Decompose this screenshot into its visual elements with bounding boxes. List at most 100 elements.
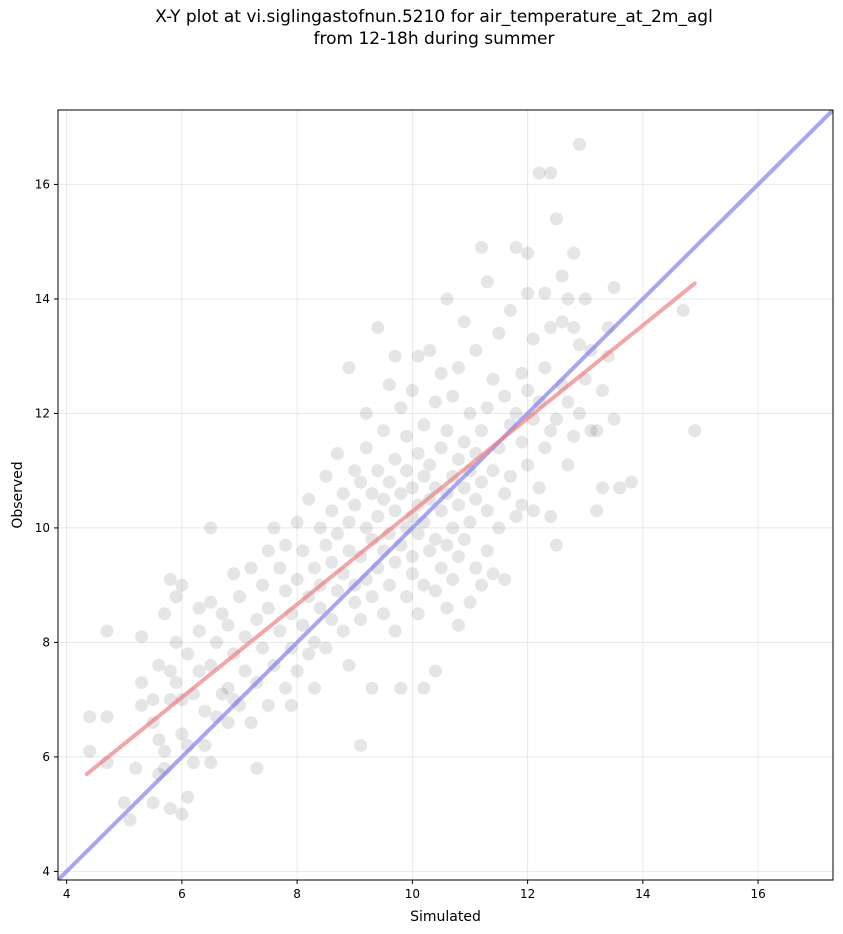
data-point [221, 681, 235, 695]
data-point [555, 315, 569, 329]
x-tick-label: 8 [293, 887, 301, 901]
data-point [405, 567, 419, 581]
data-point [417, 578, 431, 592]
data-point [567, 321, 581, 335]
data-point [215, 607, 229, 621]
data-point [169, 590, 183, 604]
data-point [469, 492, 483, 506]
x-tick-label: 4 [63, 887, 71, 901]
data-point [261, 544, 275, 558]
data-point [377, 492, 391, 506]
data-point [486, 464, 500, 478]
data-point [475, 424, 489, 438]
data-point [163, 664, 177, 678]
data-point [434, 366, 448, 380]
data-point [273, 624, 287, 638]
data-point [440, 292, 454, 306]
data-point [371, 509, 385, 523]
data-point [411, 527, 425, 541]
data-point [273, 561, 287, 575]
data-point [544, 424, 558, 438]
data-point [492, 326, 506, 340]
data-point [365, 487, 379, 501]
data-point [307, 681, 321, 695]
data-point [146, 693, 160, 707]
data-point [532, 166, 546, 180]
data-point [538, 361, 552, 375]
data-point [204, 756, 218, 770]
data-point [388, 504, 402, 518]
data-point [688, 424, 702, 438]
data-point [486, 567, 500, 581]
data-point [169, 635, 183, 649]
data-point [152, 733, 166, 747]
data-point [475, 475, 489, 489]
data-point [348, 464, 362, 478]
data-point [405, 481, 419, 495]
data-point [400, 429, 414, 443]
data-point [135, 698, 149, 712]
data-point [365, 681, 379, 695]
y-axis-label: Observed [10, 461, 26, 528]
chart-title-line-1: X-Y plot at vi.siglingastofnun.5210 for … [155, 7, 713, 27]
data-point [428, 532, 442, 546]
data-point [549, 538, 563, 552]
data-point [175, 578, 189, 592]
data-point [423, 458, 437, 472]
data-point [342, 515, 356, 529]
data-point [451, 452, 465, 466]
data-point [521, 286, 535, 300]
data-point [469, 343, 483, 357]
data-point [676, 303, 690, 317]
data-point [330, 527, 344, 541]
data-point [405, 384, 419, 398]
data-point [388, 349, 402, 363]
data-point [359, 521, 373, 535]
data-point [480, 544, 494, 558]
data-point [279, 584, 293, 598]
data-point [451, 498, 465, 512]
x-tick-label: 12 [520, 887, 535, 901]
y-tick-label: 10 [35, 521, 50, 535]
data-point [584, 424, 598, 438]
data-point [377, 424, 391, 438]
data-point [446, 521, 460, 535]
data-point [371, 321, 385, 335]
data-point [192, 664, 206, 678]
x-tick-label: 14 [635, 887, 650, 901]
y-tick-label: 4 [42, 864, 50, 878]
data-point [83, 710, 97, 724]
data-point [302, 647, 316, 661]
data-point [521, 246, 535, 260]
data-point [158, 744, 172, 758]
data-point [359, 406, 373, 420]
data-point [457, 435, 471, 449]
y-tick-label: 12 [35, 406, 50, 420]
data-point [596, 481, 610, 495]
data-point [549, 412, 563, 426]
chart-title: X-Y plot at vi.siglingastofnun.5210 for … [0, 6, 843, 50]
data-point [388, 555, 402, 569]
data-point [607, 280, 621, 294]
data-point [509, 240, 523, 254]
data-point [117, 796, 131, 810]
data-point [434, 441, 448, 455]
data-point [463, 595, 477, 609]
data-point [175, 727, 189, 741]
data-point [451, 550, 465, 564]
data-point [100, 624, 114, 638]
data-point [411, 446, 425, 460]
data-point [567, 429, 581, 443]
data-point [503, 469, 517, 483]
regression-line [84, 281, 697, 777]
data-point [377, 607, 391, 621]
x-axis-label: Simulated [410, 909, 481, 925]
data-point [135, 630, 149, 644]
chart-title-line-2: from 12-18h during summer [313, 29, 555, 49]
data-point [532, 481, 546, 495]
data-point [250, 761, 264, 775]
data-point [204, 658, 218, 672]
data-point [394, 681, 408, 695]
data-point [279, 681, 293, 695]
data-point [307, 635, 321, 649]
